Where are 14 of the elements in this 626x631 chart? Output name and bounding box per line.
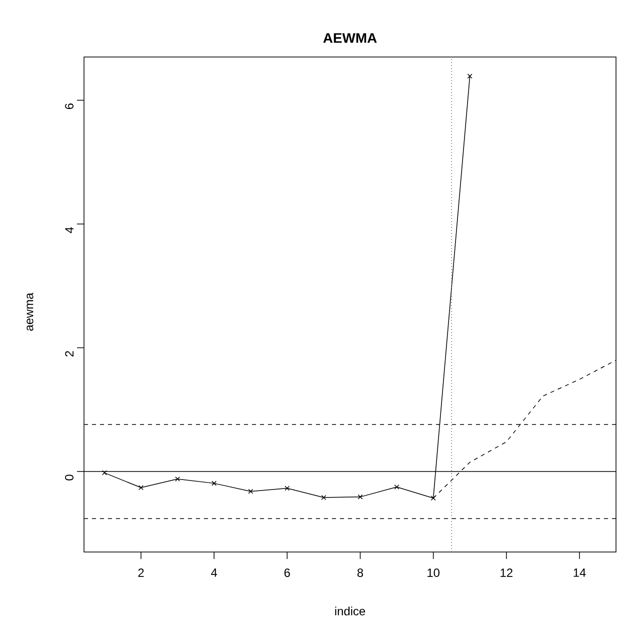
y-tick-label: 2 bbox=[65, 351, 74, 357]
x-tick-label: 2 bbox=[138, 568, 144, 577]
y-tick-label: 6 bbox=[65, 104, 74, 110]
x-tick-label: 12 bbox=[500, 568, 512, 577]
x-tick-label: 14 bbox=[574, 568, 586, 577]
y-tick-label: 4 bbox=[65, 227, 74, 234]
y-tick-label: 0 bbox=[65, 474, 74, 480]
x-tick-label: 6 bbox=[284, 568, 290, 577]
y-axis-title: aewma bbox=[26, 292, 34, 331]
x-tick-label: 10 bbox=[428, 568, 440, 577]
chart-title: AEWMA bbox=[323, 33, 377, 43]
x-tick-label: 4 bbox=[211, 568, 218, 577]
x-axis-title: indice bbox=[335, 606, 366, 616]
x-tick-label: 8 bbox=[357, 568, 364, 577]
